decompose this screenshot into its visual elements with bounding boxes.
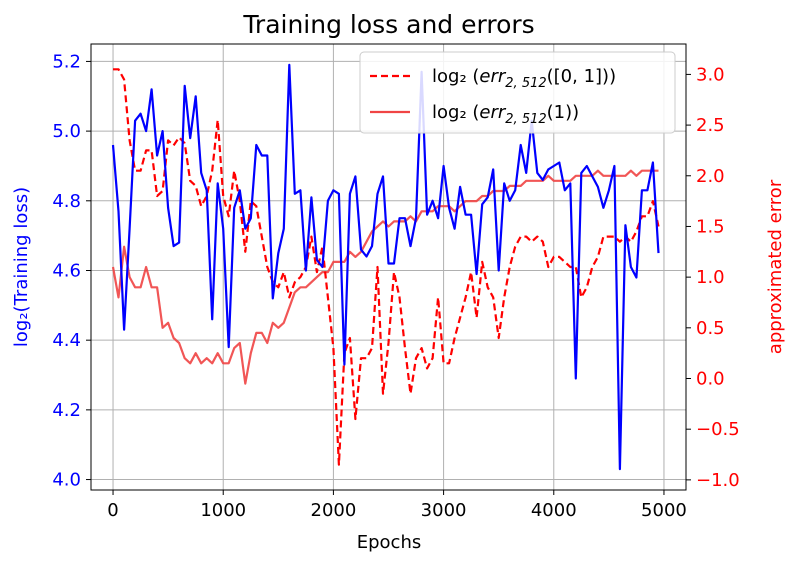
x-axis-ticks: 0 1000 2000 3000 4000 5000 [107,490,687,521]
y-left-tick-label: 4.2 [52,400,81,421]
y-right-tick-label: 2.5 [696,115,725,136]
legend-main: err [479,66,506,87]
legend-label-err-interval: log₂ (err2, 512([0, 1])) [432,66,616,91]
y-right-tick-label: 1.5 [696,216,725,237]
legend-label-err-point: log₂ (err2, 512(1)) [432,102,579,127]
y-right-axis-label: approximated error [765,179,786,354]
legend-suffix: (1)) [547,102,580,123]
legend-sub: 2, 512 [505,76,546,91]
y-right-tick-label: 0.5 [696,318,725,339]
y-left-tick-label: 4.0 [52,470,81,491]
y-left-axis-ticks: 4.0 4.2 4.4 4.6 4.8 5.0 5.2 [52,51,91,491]
series-line-training-loss [111,63,660,471]
legend-prefix: log₂ ( [432,66,479,87]
y-left-tick-label: 5.0 [52,121,81,142]
x-axis-label: Epochs [357,532,422,553]
x-tick-label: 5000 [641,500,687,521]
y-right-tick-label: 0.0 [696,369,725,390]
x-tick-label: 2000 [311,500,357,521]
legend-suffix: ([0, 1])) [547,66,616,87]
plot-frame [90,43,687,491]
x-tick-label: 1000 [200,500,246,521]
y-right-tick-label: 1.0 [696,267,725,288]
chart-title: Training loss and errors [242,10,534,39]
x-tick-label: 4000 [531,500,577,521]
y-left-axis-label: log₂(Training loss) [11,187,32,347]
legend-main: err [479,102,506,123]
legend: log₂ (err2, 512([0, 1])) log₂ (err2, 512… [359,51,676,134]
y-left-tick-label: 4.8 [52,191,81,212]
y-right-tick-label: −1.0 [696,470,740,491]
y-left-tick-label: 4.4 [52,330,81,351]
x-tick-label: 0 [107,500,118,521]
series-line-err-interval [113,68,660,466]
legend-prefix: log₂ ( [432,102,479,123]
y-right-axis-ticks: −1.0 −0.5 0.0 0.5 1.0 1.5 2.0 2.5 3.0 [686,64,740,491]
y-right-tick-label: −0.5 [696,419,740,440]
y-left-tick-label: 4.6 [52,260,81,281]
legend-box [359,51,676,134]
x-tick-label: 3000 [421,500,467,521]
legend-sub: 2, 512 [505,112,546,127]
y-left-tick-label: 5.2 [52,51,81,72]
series-layer [111,63,660,471]
y-right-tick-label: 2.0 [696,166,725,187]
y-right-tick-label: 3.0 [696,64,725,85]
